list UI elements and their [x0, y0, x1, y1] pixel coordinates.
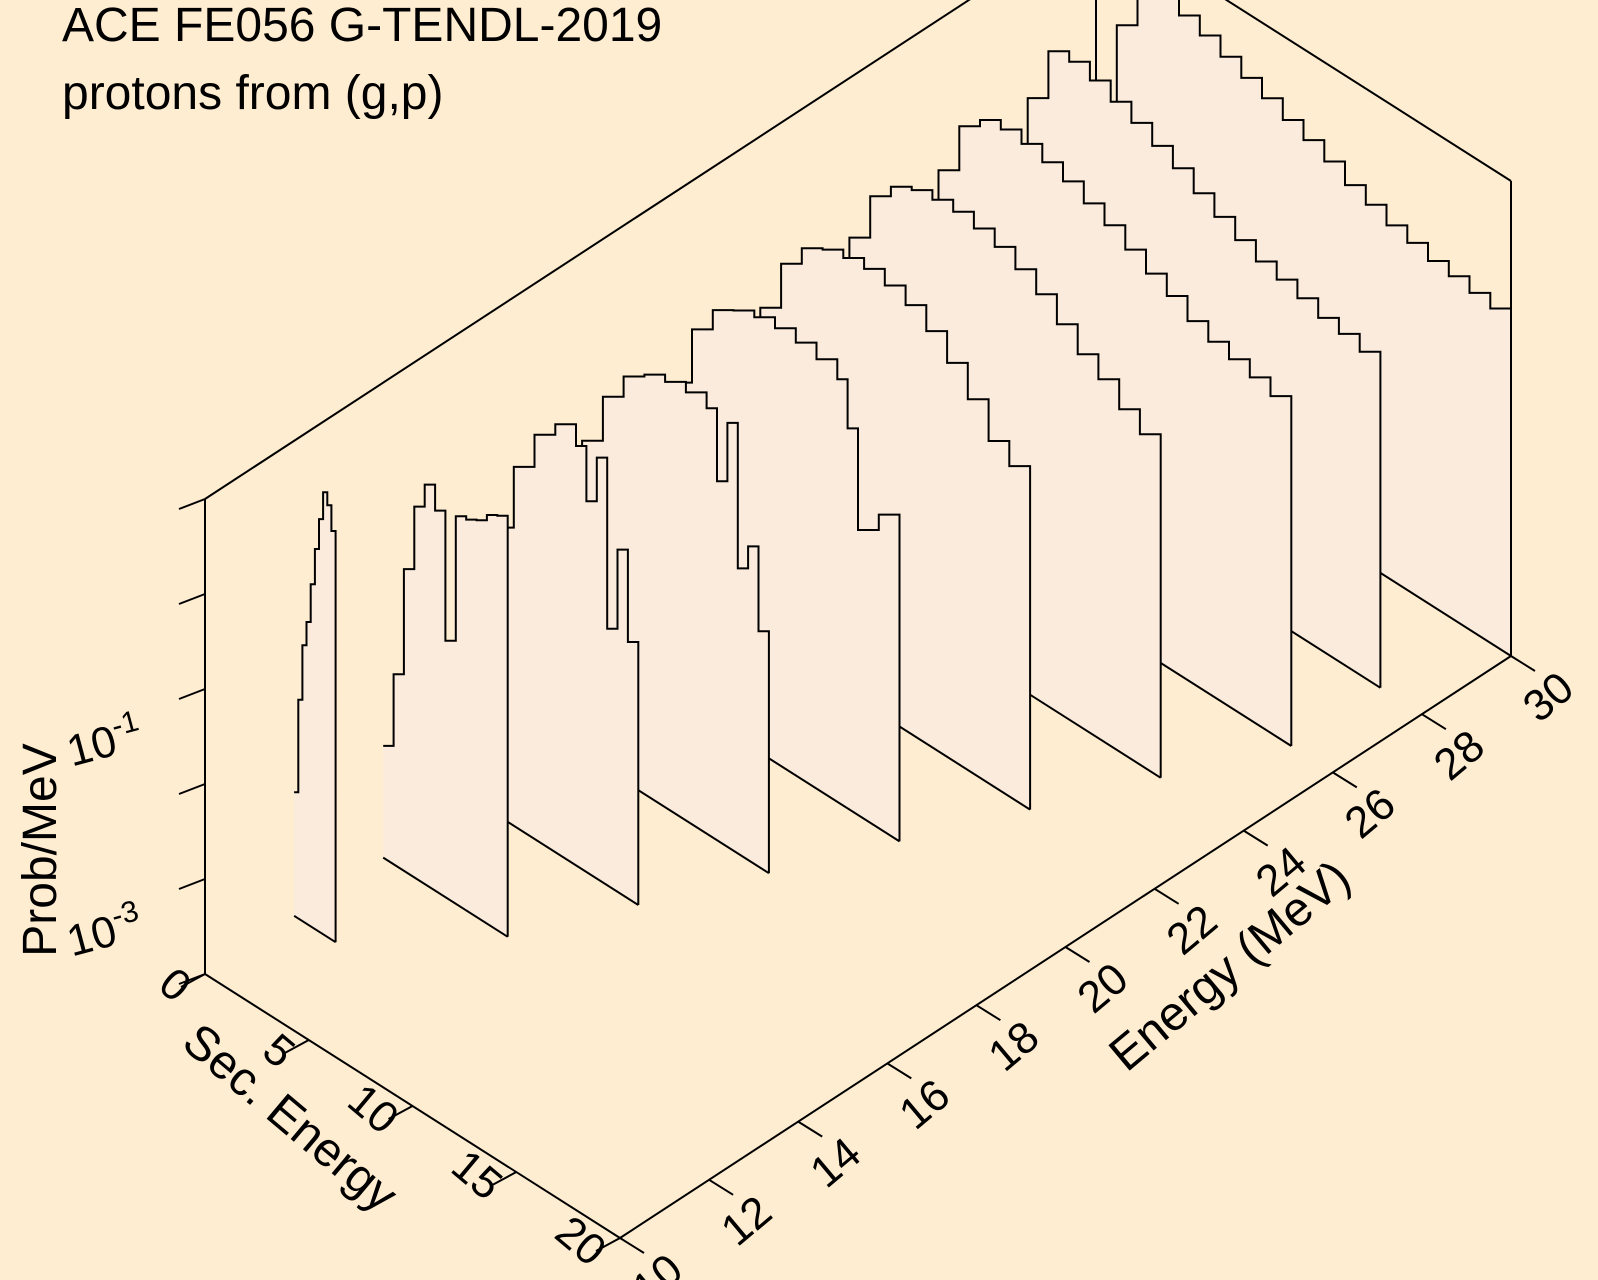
x-tick-label: 0: [150, 958, 200, 1011]
y-tick: [1421, 713, 1447, 731]
z-tick-label: 10-1: [61, 704, 148, 776]
y-tick-label: 10: [623, 1245, 692, 1280]
y-axis-label: Energy (MeV): [1100, 851, 1361, 1082]
curves: [293, 0, 1512, 944]
y-tick: [1332, 771, 1358, 789]
curve-group: [293, 491, 337, 944]
y-tick: [1154, 887, 1180, 905]
y-tick: [797, 1120, 823, 1138]
curve-line: [739, 247, 1032, 810]
frame-edge-top-right: [1224, 0, 1512, 182]
z-axis-label: Prob/MeV: [14, 743, 67, 956]
y-tick: [1064, 946, 1091, 963]
curve-group: [382, 483, 509, 938]
x-tick: [491, 1171, 517, 1186]
curve-group: [471, 423, 640, 906]
frame-edge-top-back: [204, 0, 971, 500]
y-tick-label: 18: [979, 1012, 1048, 1081]
y-tick-label: 30: [1514, 663, 1583, 732]
curve-fill: [294, 492, 336, 943]
x-tick: [284, 1039, 310, 1054]
x-tick-label: 15: [442, 1141, 511, 1210]
y-tick: [708, 1178, 734, 1196]
curve-line: [828, 185, 1162, 778]
chart-subtitle: protons from (g,p): [62, 67, 444, 120]
z-tick-label: 10-3: [61, 894, 148, 966]
z-tick: [178, 593, 206, 605]
x-tick: [595, 1237, 621, 1252]
z-tick: [178, 498, 206, 510]
curve-line: [383, 483, 509, 937]
y-tick-label: 14: [801, 1128, 870, 1197]
y-tick-label: 28: [1425, 721, 1494, 790]
y-tick-label: 16: [890, 1070, 959, 1139]
y-tick: [619, 1237, 645, 1254]
curve-line: [294, 491, 337, 943]
curve-baseline: [382, 856, 509, 938]
z-tick: [178, 973, 206, 985]
curve-line: [917, 119, 1293, 746]
y-tick-label: 26: [1336, 779, 1405, 848]
z-tick: [178, 688, 206, 700]
curve-line: [1096, 0, 1512, 656]
z-tick: [178, 783, 206, 795]
curve-fill: [383, 484, 508, 937]
curve-fill: [472, 424, 639, 905]
x-tick-label: 20: [546, 1207, 615, 1276]
x-tick: [388, 1105, 413, 1120]
y-tick: [975, 1004, 1001, 1022]
curve-baseline: [293, 914, 337, 944]
curve-line: [561, 373, 770, 874]
y-tick-label: 20: [1068, 954, 1137, 1023]
y-tick: [1243, 829, 1269, 847]
y-tick: [886, 1062, 912, 1080]
y-tick-label: 12: [712, 1186, 781, 1255]
curve-line: [1006, 50, 1382, 688]
chart-title: ACE FE056 G-TENDL-2019: [62, 0, 663, 52]
z-tick: [178, 878, 206, 890]
y-tick: [1510, 655, 1536, 672]
